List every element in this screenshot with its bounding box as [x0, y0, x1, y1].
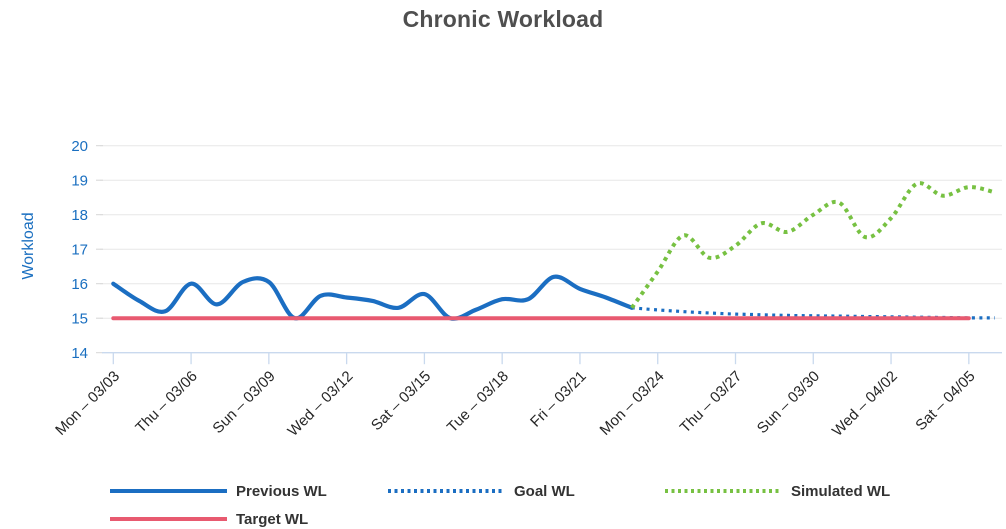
- legend-item-goal-wl[interactable]: Goal WL: [388, 482, 575, 500]
- x-tick-label: Sun – 03/30: [754, 368, 823, 437]
- goal-wl-swatch: [388, 489, 505, 493]
- series-lines: [111, 181, 996, 321]
- axes: [96, 145, 1002, 365]
- legend-label-previous-wl: Previous WL: [236, 482, 327, 500]
- x-tick-label: Sun – 03/09: [209, 368, 278, 437]
- y-tick-label: 15: [71, 311, 88, 328]
- gridlines: [100, 145, 1002, 319]
- previous-wl-swatch: [110, 489, 227, 493]
- legend-item-previous-wl[interactable]: Previous WL: [110, 482, 327, 500]
- chart-title: Chronic Workload: [402, 6, 604, 32]
- y-tick-label: 18: [71, 207, 88, 224]
- simulated-wl-line: [630, 181, 996, 309]
- simulated-wl-swatch: [665, 489, 782, 493]
- y-tick-label: 14: [71, 345, 88, 362]
- x-tick-label: Thu – 03/27: [677, 368, 746, 437]
- previous-wl-line: [111, 274, 634, 321]
- y-tick-label: 16: [71, 276, 88, 293]
- x-tick-label: Wed – 03/12: [284, 368, 356, 440]
- legend-label-simulated-wl: Simulated WL: [791, 482, 891, 500]
- x-tick-label: Sat – 04/05: [912, 368, 978, 434]
- y-tick-label: 20: [71, 138, 88, 155]
- legend-label-target-wl: Target WL: [236, 510, 309, 528]
- legend-item-target-wl[interactable]: Target WL: [110, 510, 309, 528]
- x-tick-label: Thu – 03/06: [132, 368, 201, 437]
- legend-item-simulated-wl[interactable]: Simulated WL: [665, 482, 891, 500]
- legend-label-goal-wl: Goal WL: [514, 482, 575, 500]
- x-tick-label: Wed – 04/02: [829, 368, 901, 440]
- target-wl-swatch: [110, 517, 227, 521]
- y-tick-label: 17: [71, 242, 88, 259]
- x-tick-label: Fri – 03/21: [527, 368, 590, 431]
- x-tick-label: Mon – 03/24: [597, 368, 668, 439]
- x-tick-label: Tue – 03/18: [444, 368, 512, 436]
- x-tick-label: Sat – 03/15: [368, 368, 434, 434]
- x-tick-label: Mon – 03/03: [52, 368, 123, 439]
- y-tick-label: 19: [71, 173, 88, 190]
